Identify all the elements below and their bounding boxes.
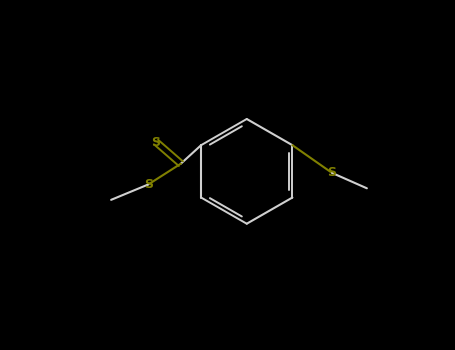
Text: S: S: [144, 178, 153, 191]
Text: S: S: [152, 135, 161, 149]
Text: S: S: [328, 166, 337, 180]
